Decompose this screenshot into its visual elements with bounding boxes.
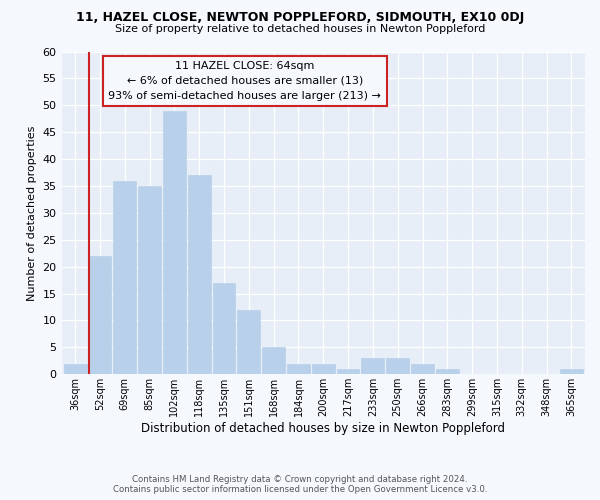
Bar bbox=[386, 358, 409, 374]
Text: Size of property relative to detached houses in Newton Poppleford: Size of property relative to detached ho… bbox=[115, 24, 485, 34]
Bar bbox=[337, 369, 359, 374]
Bar bbox=[436, 369, 459, 374]
Text: 11 HAZEL CLOSE: 64sqm
← 6% of detached houses are smaller (13)
93% of semi-detac: 11 HAZEL CLOSE: 64sqm ← 6% of detached h… bbox=[109, 61, 381, 101]
Y-axis label: Number of detached properties: Number of detached properties bbox=[27, 125, 37, 300]
Bar bbox=[138, 186, 161, 374]
Bar bbox=[361, 358, 384, 374]
Bar bbox=[560, 369, 583, 374]
Bar bbox=[89, 256, 112, 374]
Text: Contains HM Land Registry data © Crown copyright and database right 2024.
Contai: Contains HM Land Registry data © Crown c… bbox=[113, 474, 487, 494]
Text: 11, HAZEL CLOSE, NEWTON POPPLEFORD, SIDMOUTH, EX10 0DJ: 11, HAZEL CLOSE, NEWTON POPPLEFORD, SIDM… bbox=[76, 12, 524, 24]
Bar bbox=[287, 364, 310, 374]
Bar bbox=[312, 364, 335, 374]
Bar bbox=[163, 110, 186, 374]
Bar bbox=[212, 283, 235, 374]
Bar bbox=[262, 348, 285, 374]
Bar bbox=[113, 180, 136, 374]
Bar bbox=[188, 175, 211, 374]
Bar bbox=[238, 310, 260, 374]
Bar bbox=[64, 364, 86, 374]
X-axis label: Distribution of detached houses by size in Newton Poppleford: Distribution of detached houses by size … bbox=[141, 422, 505, 435]
Bar bbox=[411, 364, 434, 374]
